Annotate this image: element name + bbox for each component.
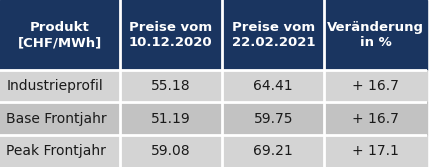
Bar bbox=[221, 0, 324, 70]
Text: Preise vom
10.12.2020: Preise vom 10.12.2020 bbox=[128, 21, 212, 49]
Bar bbox=[119, 0, 221, 70]
Text: 55.18: 55.18 bbox=[151, 79, 190, 93]
Text: 51.19: 51.19 bbox=[151, 112, 190, 126]
Bar bbox=[119, 70, 221, 102]
Bar bbox=[221, 70, 324, 102]
Text: Industrieprofil: Industrieprofil bbox=[7, 79, 103, 93]
Bar bbox=[324, 0, 426, 70]
Bar bbox=[324, 135, 426, 167]
Text: Produkt
[CHF/MWh]: Produkt [CHF/MWh] bbox=[18, 21, 102, 49]
Text: + 16.7: + 16.7 bbox=[352, 79, 398, 93]
Bar bbox=[221, 135, 324, 167]
Text: Veränderung
in %: Veränderung in % bbox=[326, 21, 423, 49]
Bar bbox=[0, 0, 119, 70]
Text: 59.75: 59.75 bbox=[253, 112, 293, 126]
Bar bbox=[0, 102, 119, 135]
Text: Peak Frontjahr: Peak Frontjahr bbox=[7, 144, 106, 158]
Text: + 16.7: + 16.7 bbox=[352, 112, 398, 126]
Text: 59.08: 59.08 bbox=[151, 144, 190, 158]
Text: Base Frontjahr: Base Frontjahr bbox=[7, 112, 107, 126]
Text: Preise vom
22.02.2021: Preise vom 22.02.2021 bbox=[231, 21, 314, 49]
Bar bbox=[119, 135, 221, 167]
Bar bbox=[0, 70, 119, 102]
Bar bbox=[119, 102, 221, 135]
Bar bbox=[221, 102, 324, 135]
Bar bbox=[0, 135, 119, 167]
Text: 69.21: 69.21 bbox=[253, 144, 293, 158]
Text: + 17.1: + 17.1 bbox=[352, 144, 398, 158]
Bar bbox=[324, 102, 426, 135]
Text: 64.41: 64.41 bbox=[253, 79, 293, 93]
Bar bbox=[324, 70, 426, 102]
